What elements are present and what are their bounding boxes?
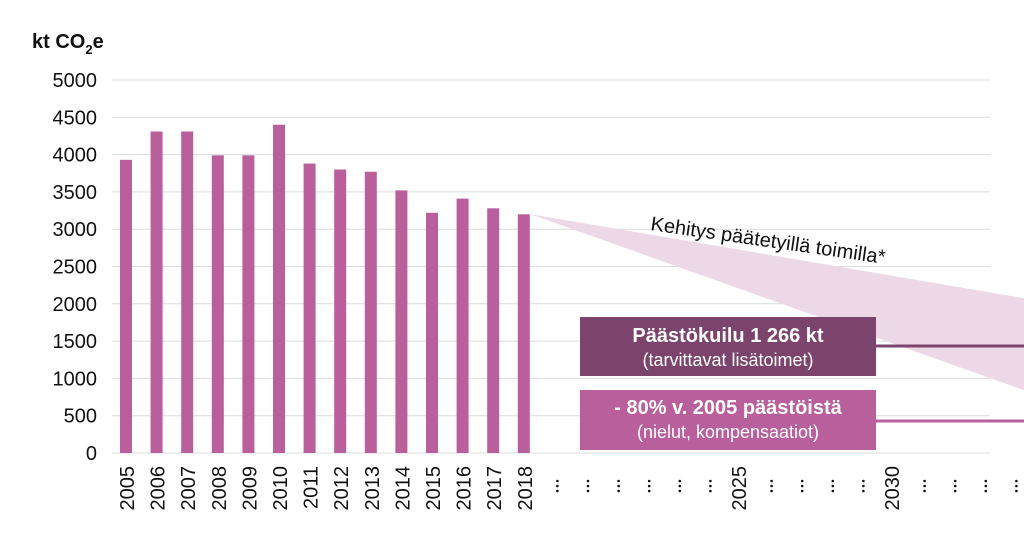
axis-ellipsis-dot xyxy=(709,484,712,488)
axis-ellipsis-dot xyxy=(770,489,773,493)
axis-ellipsis-dot xyxy=(647,479,651,483)
axis-ellipsis-dot xyxy=(617,484,620,488)
axis-ellipsis-dot xyxy=(923,479,926,483)
bar-2009 xyxy=(242,155,255,453)
axis-ellipsis-dot xyxy=(617,479,620,483)
y-tick-label: 2500 xyxy=(53,257,98,279)
axis-ellipsis-dot xyxy=(678,489,682,493)
x-tick-label: 2013 xyxy=(362,466,384,511)
x-tick-label: 2016 xyxy=(454,466,476,511)
x-tick-label: 2030 xyxy=(882,466,904,511)
target-box-subtitle: (nielut, kompensaatiot) xyxy=(637,422,819,442)
axis-ellipsis-dot xyxy=(953,489,957,493)
x-tick-label: 2018 xyxy=(515,466,537,511)
axis-ellipsis-dot xyxy=(678,479,682,483)
axis-ellipsis-dot xyxy=(556,479,559,483)
y-tick-label: 3500 xyxy=(53,182,98,204)
axis-ellipsis-dot xyxy=(709,489,712,493)
gap-box xyxy=(580,317,876,376)
x-tick-label: 2010 xyxy=(270,466,292,511)
axis-ellipsis-dot xyxy=(923,484,926,488)
axis-ellipsis-dot xyxy=(586,479,590,483)
bar-2008 xyxy=(211,155,224,453)
target-box-title: - 80% v. 2005 päästöistä xyxy=(614,397,842,419)
x-tick-label: 2011 xyxy=(301,466,323,509)
bar-2005 xyxy=(120,159,132,453)
axis-ellipsis-dot xyxy=(647,489,651,493)
axis-ellipsis-dot xyxy=(586,489,590,493)
gap-box-subtitle: (tarvittavat lisätoimet) xyxy=(642,350,813,370)
axis-ellipsis-dot xyxy=(556,484,559,488)
axis-ellipsis-dot xyxy=(586,484,590,488)
axis-ellipsis-dot xyxy=(617,489,620,493)
gridlines xyxy=(112,79,990,454)
bar-2015 xyxy=(426,212,438,453)
y-tick-label: 3000 xyxy=(53,219,98,241)
axis-ellipsis-dot xyxy=(984,484,988,488)
y-tick-label: 4500 xyxy=(53,107,98,129)
bar-2010 xyxy=(273,124,285,453)
bar-2017 xyxy=(487,208,500,453)
axis-ellipsis-dot xyxy=(1015,484,1018,488)
annotations: Päästökuilu 1 266 kt (tarvittavat lisätoi… xyxy=(580,317,1024,450)
axis-ellipsis-dot xyxy=(831,489,835,493)
axis-ellipsis-dot xyxy=(862,489,865,493)
bars xyxy=(120,124,530,453)
x-tick-label: 2008 xyxy=(209,466,231,511)
x-tick-label: 2014 xyxy=(392,466,414,511)
y-tick-label: 1500 xyxy=(53,331,98,353)
axis-ellipsis-dot xyxy=(862,484,865,488)
x-tick-label: 2012 xyxy=(331,466,353,511)
axis-ellipsis-dot xyxy=(984,479,988,483)
axis-ellipsis-dot xyxy=(770,484,773,488)
y-tick-label: 0 xyxy=(86,443,97,465)
x-tick-label: 2017 xyxy=(484,466,506,511)
y-tick-label: 5000 xyxy=(53,70,98,92)
y-axis-label: kt CO2e xyxy=(32,31,104,57)
y-tick-label: 1000 xyxy=(53,368,98,390)
axis-ellipsis-dot xyxy=(831,484,835,488)
axis-ellipsis-dot xyxy=(862,479,865,483)
bar-2011 xyxy=(303,163,316,453)
x-tick-label: 2015 xyxy=(423,466,445,511)
y-tick-label: 500 xyxy=(64,406,97,428)
axis-ellipsis-dot xyxy=(647,484,651,488)
x-tick-label: 2025 xyxy=(729,466,751,511)
axis-ellipsis-dot xyxy=(1015,479,1018,483)
x-tick-label: 2007 xyxy=(178,466,200,511)
bar-2012 xyxy=(334,169,347,453)
y-tick-label: 2000 xyxy=(53,294,98,316)
axis-ellipsis-dot xyxy=(709,479,712,483)
axis-ellipsis-dot xyxy=(800,489,804,493)
axis-ellipsis-dot xyxy=(800,484,804,488)
axis-ellipsis-dot xyxy=(678,484,682,488)
bar-2013 xyxy=(364,171,377,453)
x-tick-labels: 2005 2006 2007 2008 2009 2010 2011 2012 2013 2014… xyxy=(117,466,904,511)
axis-ellipsis-dot xyxy=(1015,489,1018,493)
bar-2014 xyxy=(395,190,408,453)
x-tick-label: 2005 xyxy=(117,466,139,511)
axis-ellipsis-dot xyxy=(770,479,773,483)
axis-ellipsis-dot xyxy=(984,489,988,493)
gap-box-title: Päästökuilu 1 266 kt xyxy=(632,325,824,347)
bar-2018 xyxy=(517,214,530,453)
axis-ellipsis-dot xyxy=(831,479,835,483)
x-axis-ellipses xyxy=(556,479,1018,493)
axis-ellipsis-dot xyxy=(953,479,957,483)
axis-ellipsis-dot xyxy=(800,479,804,483)
x-tick-label: 2009 xyxy=(239,466,261,511)
axis-ellipsis-dot xyxy=(556,489,559,493)
axis-ellipsis-dot xyxy=(953,484,957,488)
x-tick-label: 2006 xyxy=(148,466,170,511)
bar-2007 xyxy=(181,131,194,453)
bar-2006 xyxy=(150,131,163,453)
target-box xyxy=(580,390,876,450)
y-tick-label: 4000 xyxy=(53,145,98,167)
bar-2016 xyxy=(456,198,469,453)
y-tick-labels: 0 500 1000 1500 2000 2500 3000 3500 4000 4500 5000 xyxy=(53,70,98,465)
axis-ellipsis-dot xyxy=(923,489,926,493)
